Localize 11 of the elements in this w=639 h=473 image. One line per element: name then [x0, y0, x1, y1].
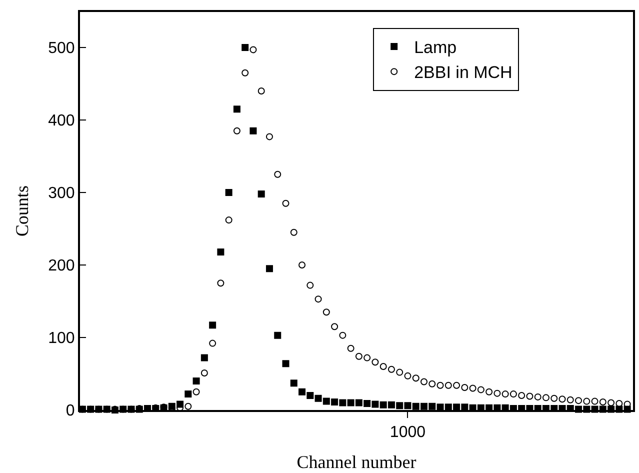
y-tick-label: 200: [48, 258, 75, 275]
y-tick-label: 0: [66, 402, 75, 420]
y-tick-label: 400: [48, 112, 75, 130]
x-axis-title: Channel number: [296, 452, 416, 472]
legend-label: Lamp: [414, 38, 457, 58]
x-tick-label: 1000: [390, 424, 426, 442]
y-axis-title: Counts: [12, 185, 32, 237]
y-tick-label: 500: [48, 40, 75, 58]
y-tick-label: 100: [48, 330, 75, 348]
legend-label: 2BBI in MCH: [414, 63, 512, 82]
y-tick-label: 300: [48, 185, 75, 202]
